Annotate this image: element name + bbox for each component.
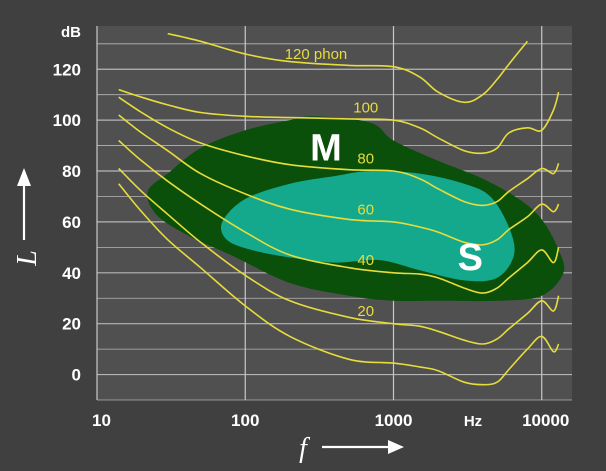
y-unit-label: dB [61,24,81,41]
y-axis-arrow-head [17,168,31,186]
y-tick-label: 100 [53,111,81,130]
y-tick-label: 40 [62,264,81,283]
curve-label: 20 [357,303,374,320]
loudness-curve [118,96,560,207]
y-tick-label: 120 [53,60,81,79]
x-tick-label: 100 [231,411,259,430]
x-unit-label: Hz [464,413,482,430]
x-tick-label: 10000 [522,411,569,430]
y-tick-label: 20 [62,315,81,334]
x-axis-label: f [299,433,310,464]
curve-label: 100 [353,100,378,117]
curve-label: 40 [357,252,374,269]
loudness-curve [118,88,560,155]
y-axis-label: L [12,250,43,267]
curve-label: 60 [357,201,374,218]
y-tick-label: 0 [72,366,81,385]
x-tick-label: 10 [92,411,111,430]
x-axis-arrow-head [388,440,404,454]
region-label-speech: S [458,237,483,279]
region-speech [220,170,515,282]
region-label-music: M [310,128,342,170]
x-tick-label: 1000 [375,411,413,430]
loudness-curve [118,183,560,386]
loudness-curve [118,167,560,345]
curve-label: 120 phon [285,46,348,63]
loudness-curve [118,114,560,246]
y-tick-label: 60 [62,213,81,232]
curve-label: 80 [357,150,374,167]
loudness-curve [118,139,560,294]
loudness-curve [167,32,529,104]
y-tick-label: 80 [62,162,81,181]
